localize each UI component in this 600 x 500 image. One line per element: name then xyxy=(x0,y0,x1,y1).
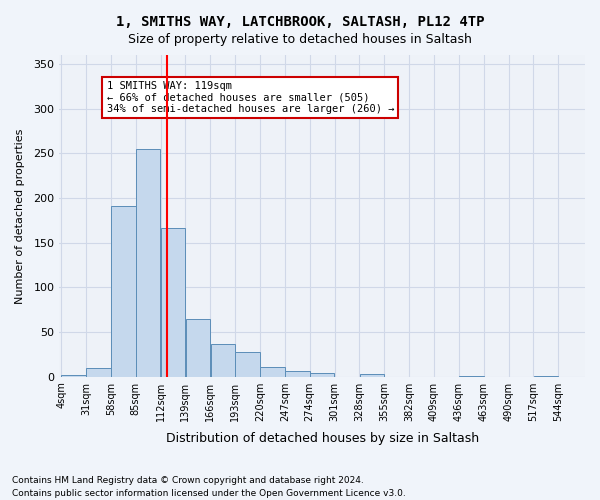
Text: 1, SMITHS WAY, LATCHBROOK, SALTASH, PL12 4TP: 1, SMITHS WAY, LATCHBROOK, SALTASH, PL12… xyxy=(116,15,484,29)
Bar xyxy=(260,367,284,376)
Text: Contains public sector information licensed under the Open Government Licence v3: Contains public sector information licen… xyxy=(12,488,406,498)
Bar xyxy=(161,228,185,376)
Bar xyxy=(136,149,160,376)
Bar xyxy=(235,352,260,376)
Bar xyxy=(185,318,210,376)
Bar xyxy=(86,368,110,376)
Bar xyxy=(359,374,384,376)
Bar xyxy=(211,344,235,376)
Y-axis label: Number of detached properties: Number of detached properties xyxy=(15,128,25,304)
Text: Contains HM Land Registry data © Crown copyright and database right 2024.: Contains HM Land Registry data © Crown c… xyxy=(12,476,364,485)
Bar xyxy=(111,206,136,376)
X-axis label: Distribution of detached houses by size in Saltash: Distribution of detached houses by size … xyxy=(166,432,479,445)
Bar xyxy=(285,372,310,376)
Text: 1 SMITHS WAY: 119sqm
← 66% of detached houses are smaller (505)
34% of semi-deta: 1 SMITHS WAY: 119sqm ← 66% of detached h… xyxy=(107,80,394,114)
Bar xyxy=(310,373,334,376)
Bar xyxy=(61,375,86,376)
Text: Size of property relative to detached houses in Saltash: Size of property relative to detached ho… xyxy=(128,32,472,46)
